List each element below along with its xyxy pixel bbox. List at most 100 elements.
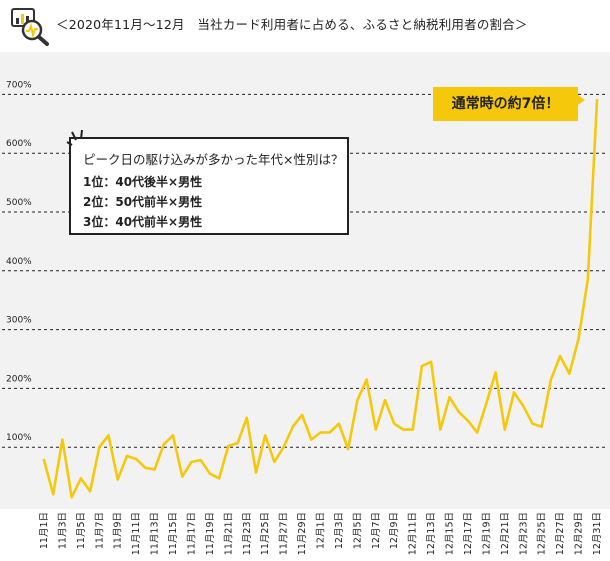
x-tick-label: 11月3日 xyxy=(57,512,68,549)
data-point xyxy=(245,416,248,419)
data-point xyxy=(227,444,230,448)
x-axis-background xyxy=(0,509,610,561)
data-point xyxy=(328,431,331,434)
data-point xyxy=(503,428,506,431)
title-bar: ＜2020年11月〜12月 当社カード利用者に占める、ふるさと納税利用者の割合＞ xyxy=(0,0,610,50)
data-point xyxy=(153,468,156,471)
x-tick-label: 12月23日 xyxy=(518,512,529,555)
data-point xyxy=(98,446,101,449)
data-point xyxy=(586,278,589,281)
data-point xyxy=(144,466,147,469)
data-point xyxy=(273,460,276,464)
data-point xyxy=(420,364,424,368)
x-tick-label: 12月15日 xyxy=(445,512,456,555)
x-tick-label: 11月11日 xyxy=(131,512,142,555)
callout-rank-1: 1位：40代後半×男性 xyxy=(83,175,203,189)
y-tick-label: 600% xyxy=(6,139,32,149)
data-point xyxy=(162,443,165,446)
y-tick-label: 100% xyxy=(6,433,32,443)
data-point xyxy=(319,431,322,434)
data-point xyxy=(88,490,92,493)
chart-title: ＜2020年11月〜12月 当社カード利用者に占める、ふるさと納税利用者の割合＞ xyxy=(56,17,528,32)
data-point xyxy=(374,428,377,431)
data-point xyxy=(494,371,497,374)
data-point xyxy=(512,391,516,394)
data-point xyxy=(282,446,285,449)
data-point xyxy=(116,478,119,481)
x-tick-label: 11月25日 xyxy=(260,512,271,555)
data-point xyxy=(217,477,221,480)
data-point xyxy=(254,471,258,474)
data-point xyxy=(439,428,442,431)
data-point xyxy=(190,460,193,464)
x-tick-label: 11月7日 xyxy=(94,512,105,549)
data-point xyxy=(208,472,212,475)
callout-title: ピーク日の駆け込みが多かった年代×性別は？ xyxy=(83,152,344,167)
y-tick-label: 700% xyxy=(6,80,32,90)
x-tick-label: 12月29日 xyxy=(574,512,585,555)
x-tick-label: 12月11日 xyxy=(408,512,419,555)
x-tick-label: 12月21日 xyxy=(500,512,511,555)
series-layer xyxy=(42,99,599,499)
x-tick-label: 11月27日 xyxy=(279,512,290,555)
y-axis-ticks: 100% 200% 300% 400% 500% 600% 700% xyxy=(6,80,32,443)
data-point xyxy=(485,401,488,405)
x-tick-label: 12月31日 xyxy=(592,512,603,555)
x-tick-label: 12月3日 xyxy=(334,512,345,549)
x-tick-label: 12月5日 xyxy=(352,512,363,549)
data-analysis-logo-icon xyxy=(11,8,49,46)
x-tick-label: 11月29日 xyxy=(297,512,308,555)
data-point xyxy=(310,438,313,441)
data-point xyxy=(52,493,55,496)
data-point xyxy=(568,372,571,375)
data-point xyxy=(264,434,267,437)
x-tick-label: 11月19日 xyxy=(205,512,216,555)
data-point xyxy=(125,454,129,458)
callout-box: ピーク日の駆け込みが多かった年代×性別は？ 1位：40代後半×男性 2位：50代… xyxy=(69,137,349,235)
data-point xyxy=(577,337,580,340)
x-tick-label: 11月1日 xyxy=(39,512,50,549)
x-tick-label: 12月13日 xyxy=(426,512,437,555)
x-tick-label: 12月27日 xyxy=(555,512,566,555)
data-point xyxy=(411,428,414,431)
callout-rank-3: 3位：40代前半×男性 xyxy=(83,215,203,229)
data-point xyxy=(135,457,138,461)
x-tick-label: 12月9日 xyxy=(389,512,400,549)
peak-badge-pointer xyxy=(575,93,585,107)
peak-badge: 通常時の約7倍！ xyxy=(433,87,578,121)
data-point xyxy=(531,422,534,425)
x-tick-label: 11月17日 xyxy=(186,512,197,555)
x-tick-label: 11月9日 xyxy=(113,512,124,549)
data-point xyxy=(291,425,295,428)
data-point xyxy=(383,399,387,402)
x-tick-label: 11月13日 xyxy=(150,512,161,555)
x-tick-label: 12月19日 xyxy=(481,512,492,555)
callout-rank-2: 2位：50代前半×男性 xyxy=(83,195,203,209)
data-point xyxy=(300,413,304,417)
data-point xyxy=(558,354,562,358)
data-point xyxy=(393,422,396,425)
data-point xyxy=(42,458,46,462)
data-point xyxy=(549,378,553,381)
y-tick-label: 400% xyxy=(6,257,32,267)
data-point xyxy=(181,475,184,478)
data-point xyxy=(429,360,433,364)
data-point xyxy=(236,441,239,445)
data-point xyxy=(346,447,350,451)
x-tick-label: 12月1日 xyxy=(316,512,327,549)
data-point xyxy=(79,477,83,480)
data-point xyxy=(540,425,543,428)
data-point xyxy=(107,434,110,437)
data-point xyxy=(457,410,460,414)
data-point xyxy=(365,378,368,381)
plot-background xyxy=(0,52,610,509)
data-point xyxy=(595,99,599,102)
data-point xyxy=(70,496,73,499)
data-point xyxy=(522,404,525,408)
emphasis-spark-icon xyxy=(66,129,83,146)
data-point xyxy=(61,438,64,441)
x-tick-label: 11月21日 xyxy=(223,512,234,555)
y-tick-label: 200% xyxy=(6,374,32,384)
